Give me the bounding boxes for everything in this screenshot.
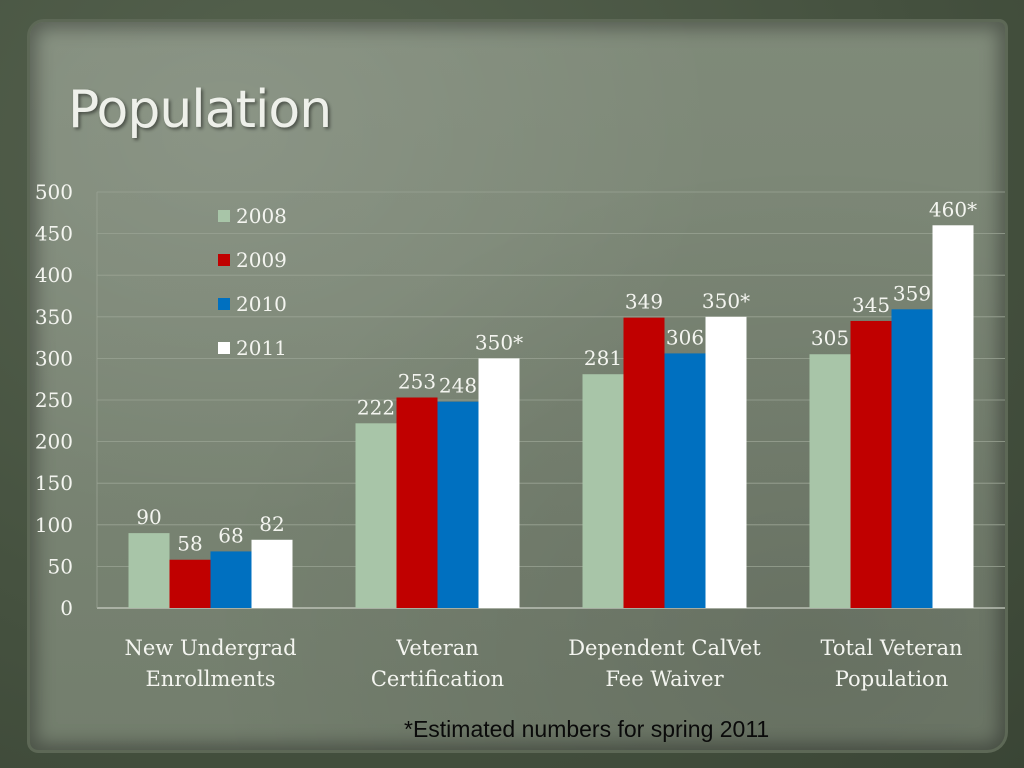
legend-entry: 2010 [236,292,287,316]
data-label: 82 [259,512,284,536]
category-label: Fee Waiver [605,667,724,691]
category-label: Certification [371,667,504,691]
category-label: Total Veteran [821,636,963,660]
legend-entry: 2008 [236,204,287,228]
data-label: 253 [398,370,436,394]
category-label: Dependent CalVet [568,636,761,660]
bar-2008-0 [128,533,170,608]
legend-swatch-2008 [218,210,230,222]
bar-2009-2 [623,317,665,608]
data-label: 349 [625,290,663,314]
bar-2011-3 [932,225,974,608]
footnote: *Estimated numbers for spring 2011 [404,716,770,742]
category-label: Veteran [395,636,479,660]
data-label: 248 [439,374,477,398]
data-label: 460* [929,197,977,221]
bar-2011-1 [478,358,520,608]
y-tick-label: 450 [35,222,73,246]
y-tick-label: 100 [35,513,73,537]
category-label: Enrollments [145,667,275,691]
bar-2010-1 [437,401,479,608]
legend-entry: 2009 [236,248,287,272]
bar-2008-3 [809,354,851,608]
legend-swatch-2009 [218,254,230,266]
data-label: 222 [357,395,395,419]
bar-2009-0 [169,559,211,608]
legend-entry: 2011 [236,336,287,360]
y-tick-label: 200 [35,430,73,454]
data-label: 306 [666,325,704,349]
bar-2008-1 [355,423,397,608]
legend-swatch-2011 [218,342,230,354]
data-label: 90 [136,505,161,529]
bar-2009-1 [396,397,438,608]
bar-2011-0 [251,539,293,608]
slide-title: Population [68,80,332,140]
y-tick-label: 250 [35,388,73,412]
y-tick-label: 500 [35,180,73,204]
bar-2010-2 [664,353,706,608]
bar-2009-3 [850,320,892,608]
data-label: 359 [893,281,931,305]
legend-swatch-2010 [218,298,230,310]
y-tick-label: 400 [35,263,73,287]
data-label: 305 [811,326,849,350]
y-tick-label: 50 [48,554,73,578]
data-label: 68 [218,523,243,547]
bar-2010-3 [891,309,933,608]
data-label: 345 [852,293,890,317]
data-label: 58 [177,532,202,556]
y-tick-label: 300 [35,346,73,370]
y-tick-label: 150 [35,471,73,495]
data-label: 281 [584,346,622,370]
bar-2008-2 [582,374,624,608]
y-tick-label: 350 [35,305,73,329]
data-label: 350* [702,289,750,313]
category-label: New Undergrad [124,636,296,660]
y-tick-label: 0 [60,596,73,620]
bar-2010-0 [210,551,252,608]
data-label: 350* [475,330,523,354]
bar-2011-2 [705,316,747,608]
category-label: Population [835,667,948,691]
